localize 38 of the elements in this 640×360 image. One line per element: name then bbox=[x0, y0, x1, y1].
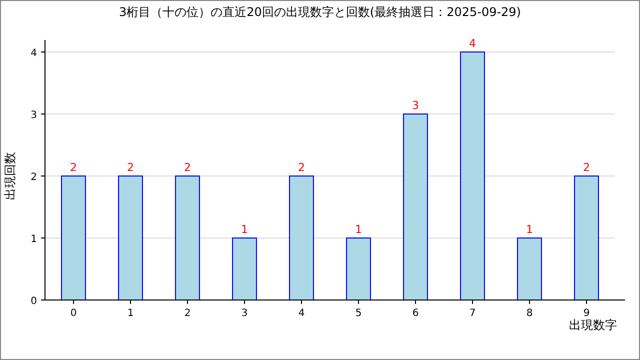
x-tick-label: 2 bbox=[184, 308, 191, 319]
x-tick-label: 4 bbox=[298, 308, 305, 319]
bar bbox=[517, 238, 542, 300]
bar bbox=[403, 114, 428, 300]
x-tick-label: 3 bbox=[241, 308, 248, 319]
y-tick-label: 3 bbox=[30, 110, 37, 121]
bar bbox=[289, 176, 314, 300]
x-tick-label: 1 bbox=[127, 308, 134, 319]
bar bbox=[118, 176, 143, 300]
data-label: 2 bbox=[127, 161, 134, 174]
x-tick-label: 6 bbox=[412, 308, 419, 319]
x-tick-label: 7 bbox=[469, 308, 476, 319]
bar bbox=[175, 176, 200, 300]
x-tick-label: 5 bbox=[355, 308, 362, 319]
x-tick-label: 8 bbox=[526, 308, 533, 319]
y-tick-label: 1 bbox=[30, 234, 37, 245]
data-label: 1 bbox=[526, 223, 533, 236]
bar bbox=[346, 238, 371, 300]
x-tick-label: 9 bbox=[583, 308, 590, 319]
data-label: 2 bbox=[298, 161, 305, 174]
bar bbox=[574, 176, 599, 300]
y-tick-label: 4 bbox=[30, 48, 37, 59]
data-label: 2 bbox=[184, 161, 191, 174]
data-label: 4 bbox=[469, 37, 476, 50]
data-label: 1 bbox=[355, 223, 362, 236]
bar bbox=[232, 238, 257, 300]
x-tick-label: 0 bbox=[70, 308, 77, 319]
data-label: 2 bbox=[583, 161, 590, 174]
data-label: 2 bbox=[70, 161, 77, 174]
y-tick-label: 0 bbox=[30, 296, 37, 307]
bar bbox=[460, 52, 485, 300]
y-axis-title: 出現回数 bbox=[3, 152, 17, 200]
bar bbox=[61, 176, 86, 300]
chart-title: 3桁目（十の位）の直近20回の出現数字と回数(最終抽選日：2025-09-29) bbox=[118, 5, 522, 19]
data-label: 3 bbox=[412, 99, 419, 112]
y-tick-label: 2 bbox=[30, 172, 37, 183]
x-axis-title: 出現数字 bbox=[569, 318, 617, 332]
data-label: 1 bbox=[241, 223, 248, 236]
